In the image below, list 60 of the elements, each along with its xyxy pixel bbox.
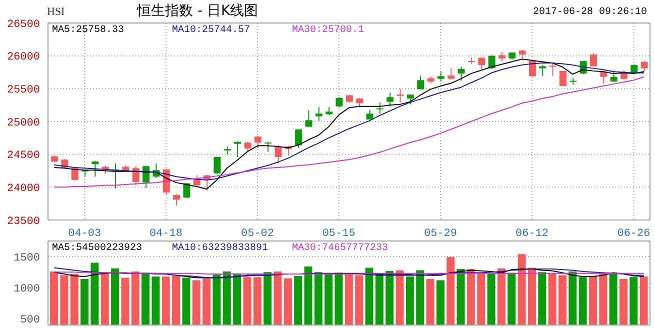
- candlestick: [376, 102, 384, 114]
- y-tick-label: 1500: [14, 252, 40, 264]
- candlestick: [92, 160, 99, 178]
- candlestick: [386, 92, 394, 107]
- text: MA5:25758.33: [52, 25, 126, 37]
- candlestick: [488, 54, 496, 70]
- text: HSI: [47, 6, 65, 18]
- candlestick: [305, 110, 312, 128]
- text: MA10:63239833891: [172, 243, 270, 255]
- y-tick-label: 26000: [6, 52, 40, 64]
- y-tick-label: 25500: [6, 84, 40, 97]
- candlestick: [620, 70, 628, 80]
- chart-title: 恒生指数 - 日K线图: [137, 2, 258, 20]
- candlestick: [590, 52, 597, 67]
- candlestick: [437, 71, 444, 82]
- x-tick-label: 05-02: [240, 228, 274, 240]
- candlestick: [173, 194, 180, 206]
- candlestick: [528, 60, 536, 78]
- candlestick: [132, 166, 140, 186]
- candlestick: [406, 94, 414, 105]
- y-tick-label: 25000: [6, 117, 40, 130]
- x-tick-label: 06-12: [516, 228, 549, 240]
- candlestick: [264, 141, 272, 152]
- series-label: MA5:54500223923: [52, 243, 144, 255]
- y-tick-label: 24500: [6, 150, 40, 162]
- candlestick: [396, 88, 404, 103]
- x-tick-label: 05-15: [322, 228, 356, 240]
- candlestick: [71, 166, 78, 182]
- candlestick: [274, 144, 282, 164]
- x-tick-label: 06-26: [617, 228, 650, 240]
- candlestick: [478, 56, 486, 70]
- text: MA30:25700.1: [292, 25, 366, 37]
- candlestick: [244, 141, 252, 153]
- y-tick-label: 24000: [6, 183, 40, 196]
- text: MA10:25744.57: [172, 25, 252, 37]
- candlestick: [549, 62, 556, 77]
- y-tick-label: 23500: [6, 216, 40, 228]
- candlestick: [610, 70, 618, 83]
- x-tick-label: 04-03: [68, 228, 102, 240]
- candlestick: [142, 164, 150, 188]
- candlestick: [448, 68, 455, 80]
- candlestick: [315, 106, 322, 122]
- candlestick: [539, 64, 546, 77]
- y-tick-label: 500: [20, 314, 40, 327]
- candlestick: [417, 75, 424, 90]
- candlestick: [458, 66, 465, 82]
- candlestick: [214, 156, 221, 175]
- y-tick-label: 1000: [14, 284, 40, 296]
- y-tick-label: 26500: [6, 18, 40, 31]
- series-label: MA30:74657777233: [292, 243, 390, 255]
- text: 2017-06-28 09:26:10: [532, 7, 647, 18]
- candlestick: [336, 96, 343, 108]
- x-tick-label: 05-29: [424, 228, 458, 240]
- candlestick: [640, 60, 648, 72]
- candlestick: [254, 135, 262, 148]
- candlestick: [295, 128, 302, 148]
- candlestick: [498, 51, 506, 62]
- x-tick-label: 04-18: [149, 228, 182, 240]
- candlestick: [234, 140, 242, 158]
- candlestick: [600, 70, 608, 84]
